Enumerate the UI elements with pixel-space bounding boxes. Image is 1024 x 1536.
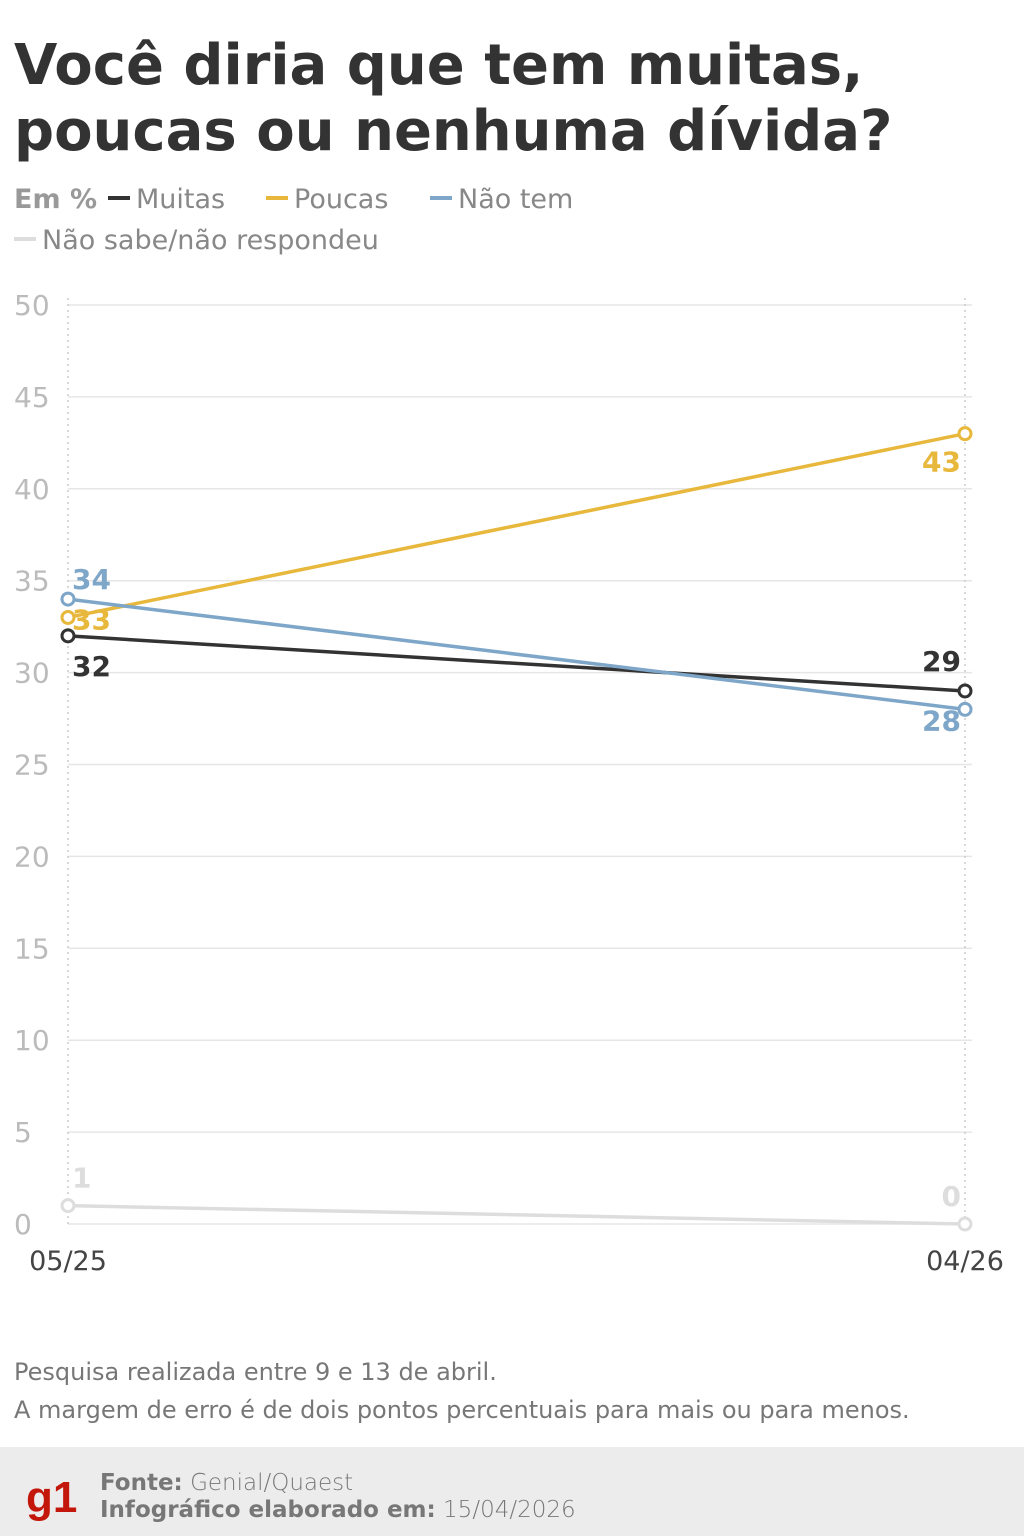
y-tick-label: 15 — [14, 932, 50, 965]
data-label: 33 — [72, 603, 111, 636]
y-tick-label: 45 — [14, 381, 50, 414]
data-point — [957, 683, 973, 699]
data-label: 28 — [922, 704, 961, 737]
date-value: 15/04/2026 — [443, 1497, 576, 1523]
x-tick-label: 04/26 — [926, 1246, 1004, 1277]
data-point — [60, 609, 76, 625]
legend-label: Não tem — [458, 184, 573, 215]
y-axis-label: Em % — [14, 184, 97, 215]
legend-label: Poucas — [294, 184, 388, 215]
legend-label: Muitas — [136, 184, 225, 215]
y-tick-label: 5 — [14, 1116, 32, 1149]
source-value: Genial/Quaest — [190, 1470, 353, 1496]
data-point — [957, 426, 973, 442]
data-point — [957, 701, 973, 717]
series-line — [67, 1203, 966, 1226]
note: Pesquisa realizada entre 9 e 13 de abril… — [14, 1358, 497, 1386]
data-point — [60, 591, 76, 607]
y-tick-label: 40 — [14, 473, 50, 506]
data-label: 0 — [942, 1180, 961, 1213]
data-point — [957, 1216, 973, 1232]
data-label: 32 — [72, 650, 111, 683]
data-point — [60, 628, 76, 644]
series-line — [67, 597, 966, 712]
footer-band — [0, 1447, 1024, 1536]
y-tick-label: 20 — [14, 840, 50, 873]
date: Infográfico elaborado em: 15/04/2026 — [100, 1497, 576, 1523]
y-tick-label: 35 — [14, 565, 50, 598]
legend-label: Não sabe/não respondeu — [42, 225, 379, 256]
source-label: Fonte: — [100, 1470, 183, 1496]
y-tick-label: 30 — [14, 657, 50, 690]
y-tick-label: 0 — [14, 1208, 32, 1241]
series-line — [67, 431, 966, 620]
data-point — [60, 1198, 76, 1214]
x-tick-label: 05/25 — [29, 1246, 107, 1277]
data-label: 29 — [922, 645, 961, 678]
series-line — [67, 634, 966, 693]
data-label: 43 — [922, 446, 961, 479]
data-label: 34 — [72, 563, 111, 596]
source: Fonte: Genial/Quaest — [100, 1470, 353, 1496]
logo: g1 — [26, 1473, 77, 1522]
note: A margem de erro é de dois pontos percen… — [14, 1396, 910, 1424]
chart-title: Você diria que tem muitas, — [14, 33, 863, 98]
y-tick-label: 10 — [14, 1024, 50, 1057]
y-tick-label: 50 — [14, 289, 50, 322]
date-label: Infográfico elaborado em: — [100, 1497, 436, 1523]
y-tick-label: 25 — [14, 749, 50, 782]
chart-title: poucas ou nenhuma dívida? — [14, 99, 893, 164]
data-label: 1 — [72, 1162, 91, 1195]
